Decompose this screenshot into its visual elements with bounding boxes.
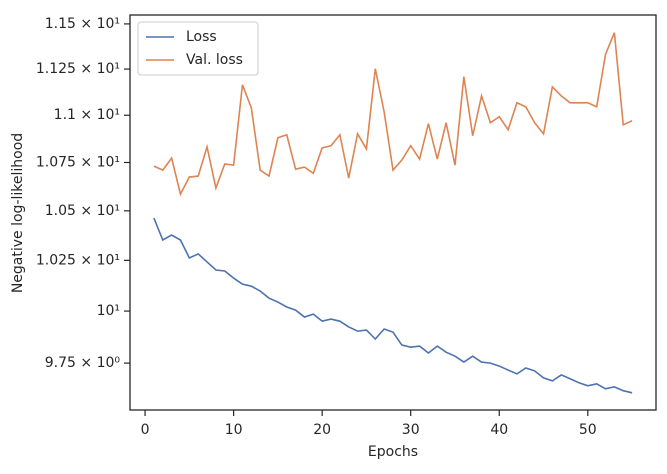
y-tick-label: 1.125 × 10¹ <box>36 61 120 77</box>
x-tick-label: 30 <box>402 422 420 438</box>
y-tick-label: 1.075 × 10¹ <box>36 154 120 170</box>
x-tick-label: 50 <box>579 422 597 438</box>
x-tick-label: 10 <box>225 422 243 438</box>
legend-label: Loss <box>186 29 217 45</box>
y-axis-label: Negative log-likelihood <box>10 133 26 293</box>
y-tick-label: 9.75 × 10⁰ <box>45 355 121 371</box>
x-tick-label: 0 <box>141 422 150 438</box>
line-series <box>153 217 633 394</box>
line-series <box>153 32 633 197</box>
x-axis-label: Epochs <box>368 444 418 460</box>
x-tick-label: 40 <box>490 422 508 438</box>
y-tick-label: 1.05 × 10¹ <box>45 203 120 219</box>
y-tick-label: 10¹ <box>97 303 120 319</box>
legend-box <box>137 21 259 76</box>
plot-frame <box>129 14 657 411</box>
x-tick-label: 20 <box>313 422 331 438</box>
legend-label: Val. loss <box>186 52 243 68</box>
y-tick-label: 1.15 × 10¹ <box>45 16 120 32</box>
y-tick-label: 1.025 × 10¹ <box>36 252 120 268</box>
y-tick-label: 1.1 × 10¹ <box>54 107 120 123</box>
